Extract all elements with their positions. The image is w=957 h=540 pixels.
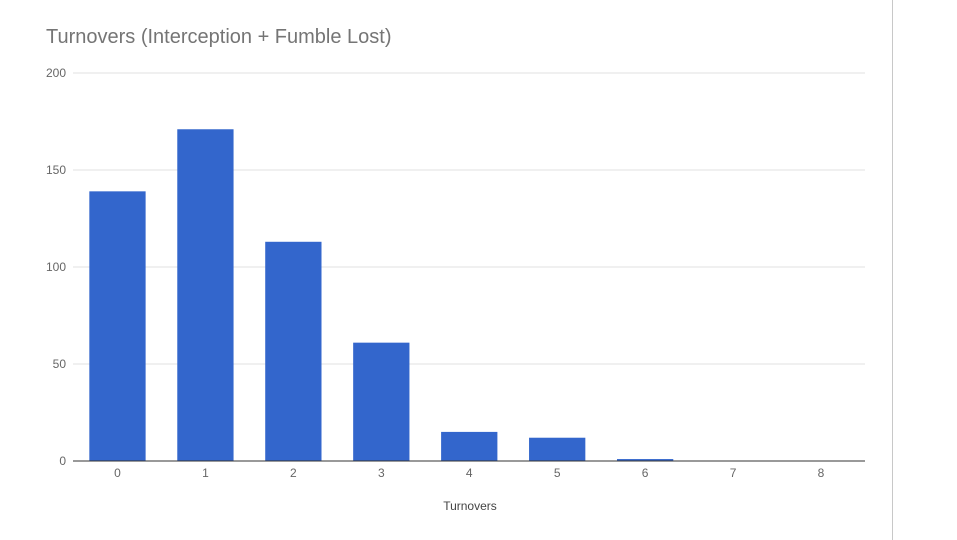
x-tick-label: 4 [466, 466, 473, 480]
y-tick-label: 200 [46, 66, 66, 80]
x-tick-label: 3 [378, 466, 385, 480]
x-tick-label: 2 [290, 466, 297, 480]
y-tick-label: 50 [53, 357, 67, 371]
x-tick-label: 7 [730, 466, 737, 480]
panel-divider [892, 0, 893, 540]
y-tick-label: 150 [46, 163, 66, 177]
bar [616, 459, 674, 461]
bar [529, 437, 586, 461]
bar [265, 241, 322, 461]
y-tick-label: 0 [59, 454, 66, 468]
x-tick-label: 1 [202, 466, 209, 480]
x-tick-label: 6 [642, 466, 649, 480]
bar [441, 431, 498, 461]
bar [89, 191, 146, 461]
x-axis-title: Turnovers [443, 499, 497, 513]
bar [177, 129, 234, 461]
y-tick-label: 100 [46, 260, 66, 274]
chart-title: Turnovers (Interception + Fumble Lost) [46, 26, 392, 48]
x-tick-label: 0 [114, 466, 121, 480]
x-tick-label: 8 [818, 466, 825, 480]
x-tick-label: 5 [554, 466, 561, 480]
bar [353, 342, 410, 461]
